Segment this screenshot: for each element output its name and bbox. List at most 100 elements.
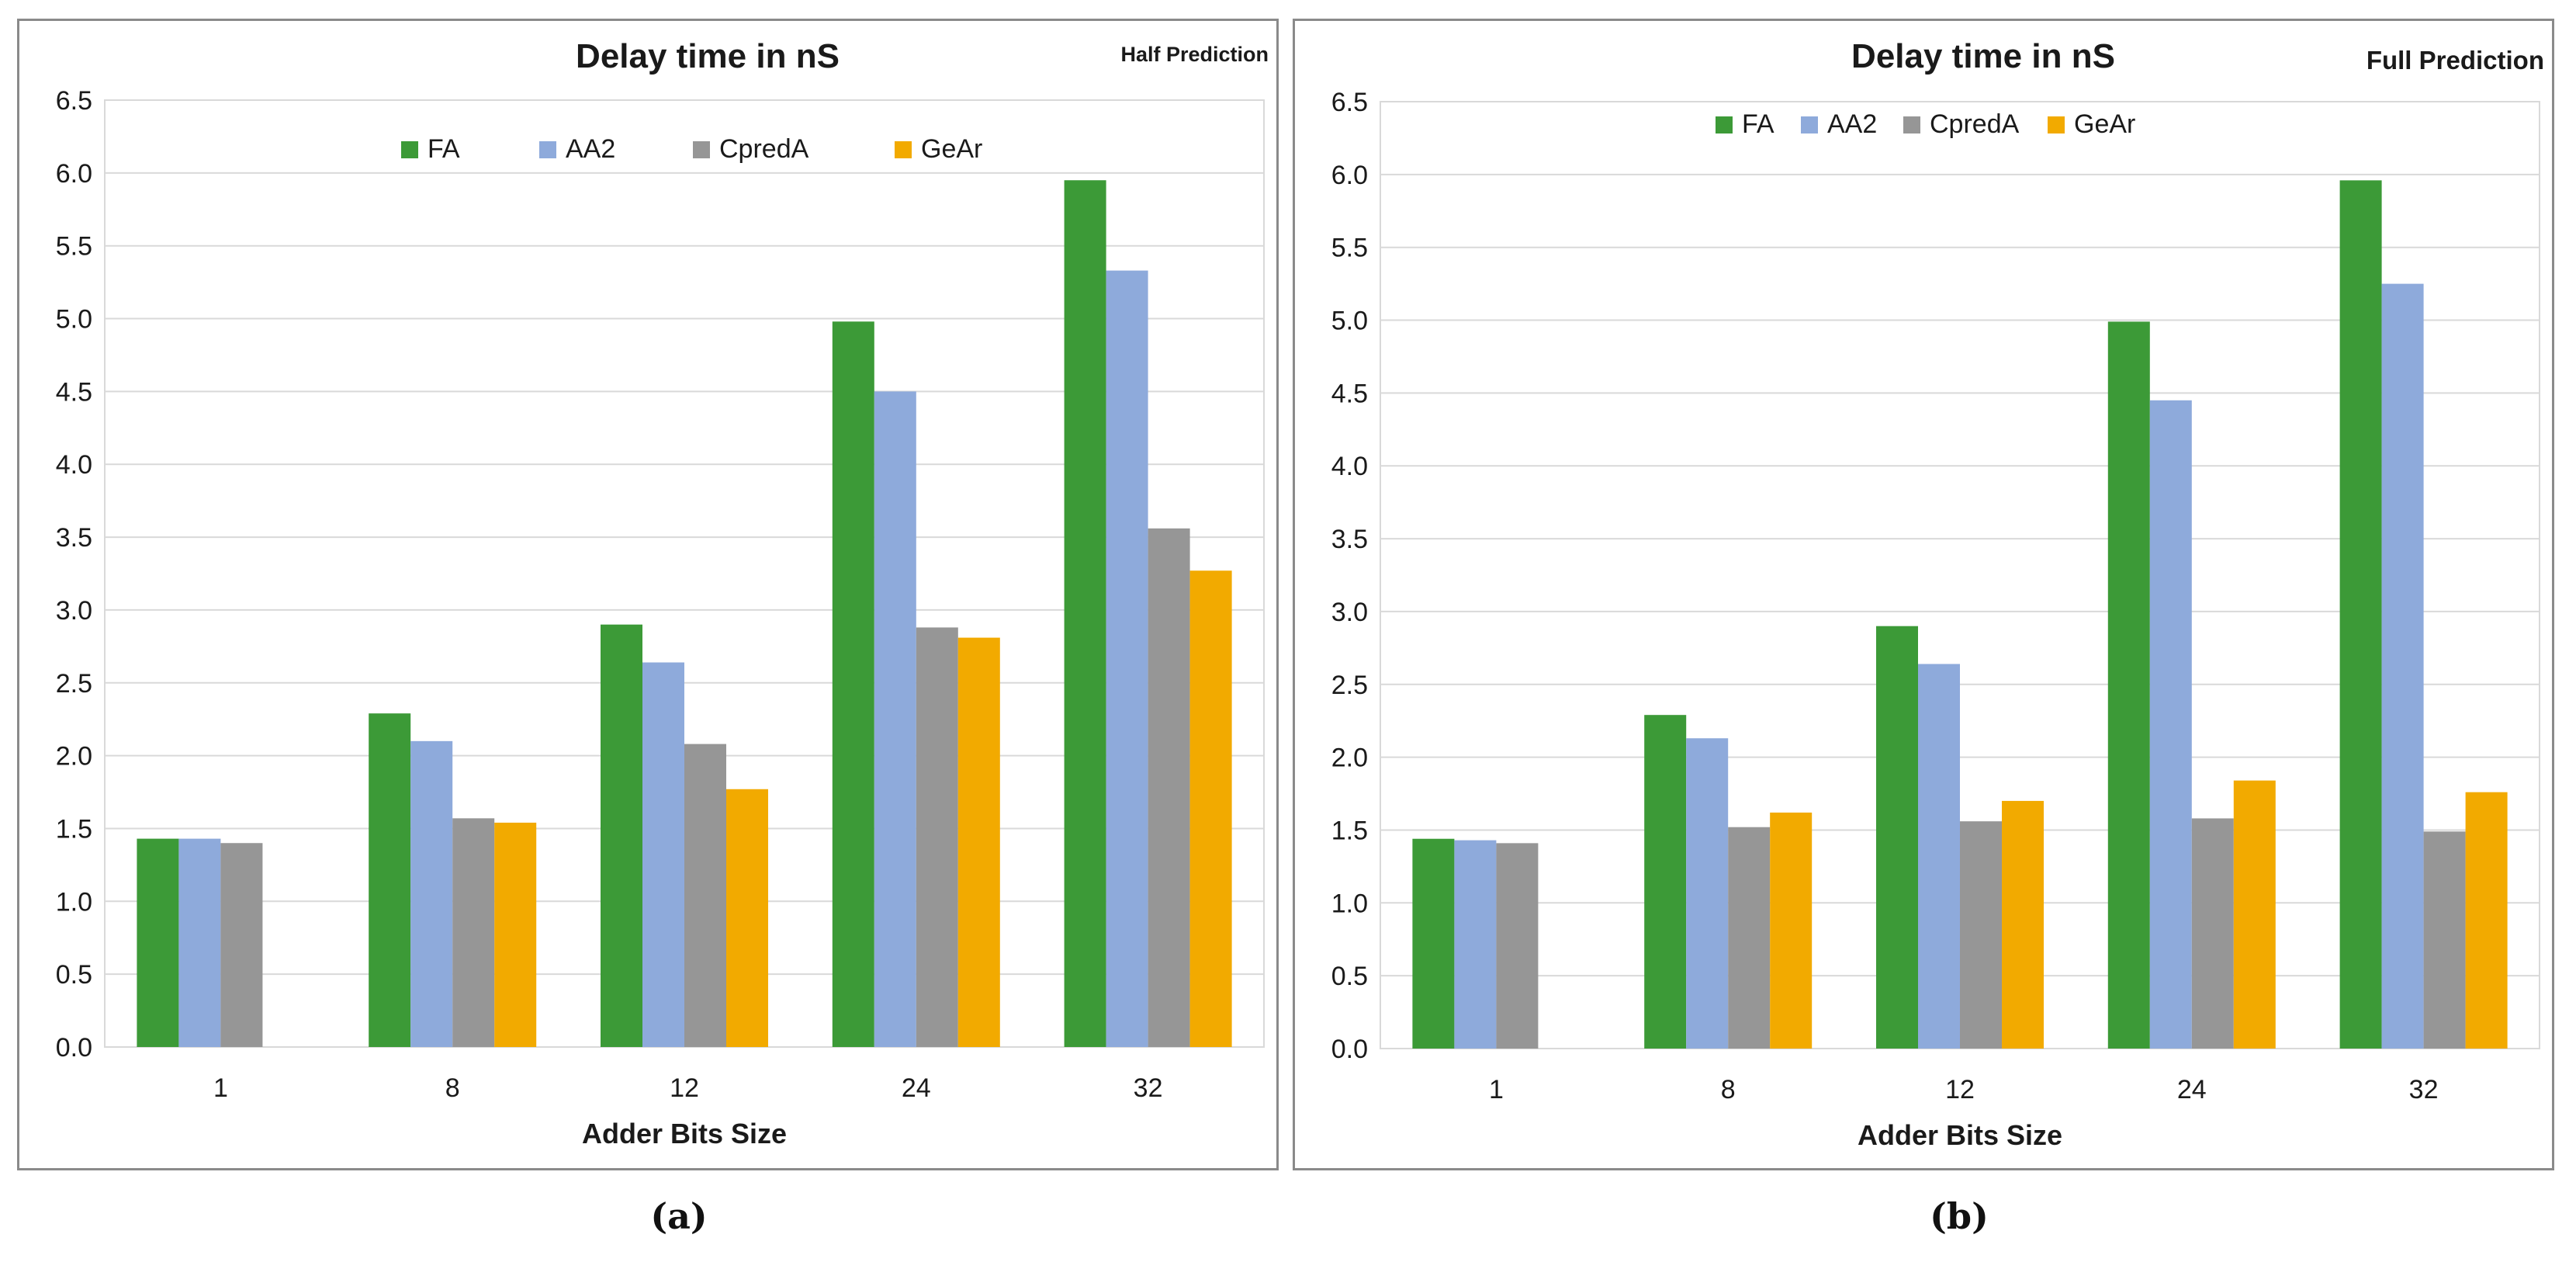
chart-panel-full-prediction: 0.0 0.5 1.0 1.5 2.0 2.5 3.0 3.5 4.0 4.5 5.0 5.5 6.0 6… [1293,19,2554,1170]
y-tick-label: 2.5 [1331,671,1368,700]
bar-cpreda-8 [452,818,495,1047]
y-tick-label: 3.5 [1331,525,1368,554]
x-tick-label: 24 [902,1073,931,1103]
x-axis-label: Adder Bits Size [1858,1119,2062,1151]
bar-fa-8 [1644,715,1687,1049]
x-tick-label: 24 [2177,1075,2207,1104]
x-tick-label: 32 [1134,1073,1163,1103]
chart-title: Delay time in nS [1851,37,2115,75]
bar-aa2-8 [410,740,453,1047]
x-tick-label: 12 [1945,1075,1975,1104]
bar-gear-8 [1770,812,1813,1049]
legend-swatch-aa2 [539,141,556,158]
bar-gear-24 [957,637,1000,1047]
legend-label-gear: GeAr [2074,109,2135,139]
bar-fa-12 [601,624,642,1047]
y-tick-label: 5.0 [1331,307,1368,336]
bar-fa-8 [369,713,411,1047]
x-tick-label: 1 [213,1073,228,1103]
bar-gear-32 [1189,570,1232,1047]
bar-gear-12 [726,789,768,1047]
bar-cpreda-12 [684,744,726,1047]
bar-fa-24 [832,321,874,1047]
legend-label-cpreda: CpredA [719,134,809,164]
y-tick-label: 0.0 [56,1033,92,1063]
x-tick-label: 8 [1721,1075,1736,1104]
bar-gear-32 [2465,792,2508,1049]
bar-aa2-32 [2381,283,2424,1049]
y-tick-label: 2.0 [56,742,92,771]
y-tick-label: 6.5 [56,86,92,116]
y-tick-label: 1.0 [1331,889,1368,918]
legend-label-aa2: AA2 [1827,109,1877,139]
legend-swatch-fa [401,141,418,158]
bar-gear-24 [2233,780,2276,1049]
x-tick-label: 8 [445,1073,460,1103]
chart-svg-half-prediction: 0.0 0.5 1.0 1.5 2.0 2.5 3.0 3.5 4.0 4.5 5.0 5.5 6.0 6… [56,37,1269,1149]
y-tick-label: 4.5 [56,377,92,407]
bar-fa-1 [137,838,179,1047]
y-tick-label: 3.0 [56,596,92,626]
bar-cpreda-1 [1496,843,1539,1049]
y-tick-label: 0.5 [56,960,92,990]
x-tick-label: 32 [2409,1075,2439,1104]
chart-svg-full-prediction: 0.0 0.5 1.0 1.5 2.0 2.5 3.0 3.5 4.0 4.5 5.0 5.5 6.0 6… [1331,37,2544,1151]
bar-aa2-24 [2149,400,2192,1049]
bar-aa2-32 [1106,270,1148,1048]
y-tick-label: 1.0 [56,887,92,917]
chart-subtitle: Half Prediction [1120,43,1269,66]
bar-aa2-8 [1686,738,1729,1049]
y-tick-label: 4.0 [1331,452,1368,481]
x-axis-label: Adder Bits Size [582,1118,787,1149]
legend-swatch-cpreda [693,141,710,158]
y-tick-label: 1.5 [56,814,92,844]
chart-panel-half-prediction: 0.0 0.5 1.0 1.5 2.0 2.5 3.0 3.5 4.0 4.5 5.0 5.5 6.0 6… [17,19,1279,1170]
y-tick-label: 4.0 [56,450,92,480]
bar-cpreda-24 [916,627,958,1047]
chart-subtitle: Full Prediction [2367,46,2544,75]
bar-fa-32 [1064,180,1106,1048]
legend-label-cpreda: CpredA [1930,109,2020,139]
bar-aa2-12 [642,662,684,1047]
y-tick-label: 2.5 [56,669,92,699]
figure-caption-b: (b) [1930,1195,1989,1237]
legend-label-fa: FA [1742,109,1774,139]
x-tick-label: 1 [1489,1075,1504,1104]
legend-label-aa2: AA2 [566,134,615,164]
legend-swatch-gear [895,141,912,158]
bar-aa2-1 [178,838,221,1047]
legend-swatch-gear [2048,116,2065,133]
bar-aa2-1 [1454,840,1497,1049]
bar-cpreda-12 [1960,821,2002,1049]
bar-gear-8 [494,822,537,1047]
y-tick-label: 6.0 [56,159,92,189]
y-tick-label: 1.5 [1331,816,1368,845]
x-tick-label: 12 [670,1073,699,1103]
y-tick-label: 3.5 [56,523,92,553]
bar-cpreda-1 [220,843,263,1047]
chart-title: Delay time in nS [576,37,840,75]
bar-cpreda-32 [1148,528,1190,1047]
bar-aa2-24 [874,391,916,1047]
bar-gear-12 [2002,800,2044,1049]
legend-swatch-aa2 [1801,116,1818,133]
bar-fa-1 [1412,838,1455,1049]
legend-label-fa: FA [428,134,460,164]
y-tick-label: 5.5 [1331,234,1368,263]
legend-swatch-fa [1716,116,1733,133]
y-tick-label: 0.5 [1331,962,1368,991]
legend-swatch-cpreda [1903,116,1920,133]
y-tick-label: 0.0 [1331,1035,1368,1064]
bar-fa-32 [2339,180,2382,1049]
y-tick-label: 4.5 [1331,379,1368,408]
bar-cpreda-32 [2423,831,2466,1049]
bar-fa-12 [1876,626,1918,1049]
y-tick-label: 6.5 [1331,88,1368,117]
y-tick-label: 5.0 [56,305,92,335]
bar-aa2-12 [1918,664,1960,1049]
y-tick-label: 6.0 [1331,161,1368,190]
bar-fa-24 [2107,321,2150,1049]
bar-cpreda-24 [2191,818,2234,1049]
figure-caption-a: (a) [650,1195,708,1237]
legend-label-gear: GeAr [921,134,982,164]
